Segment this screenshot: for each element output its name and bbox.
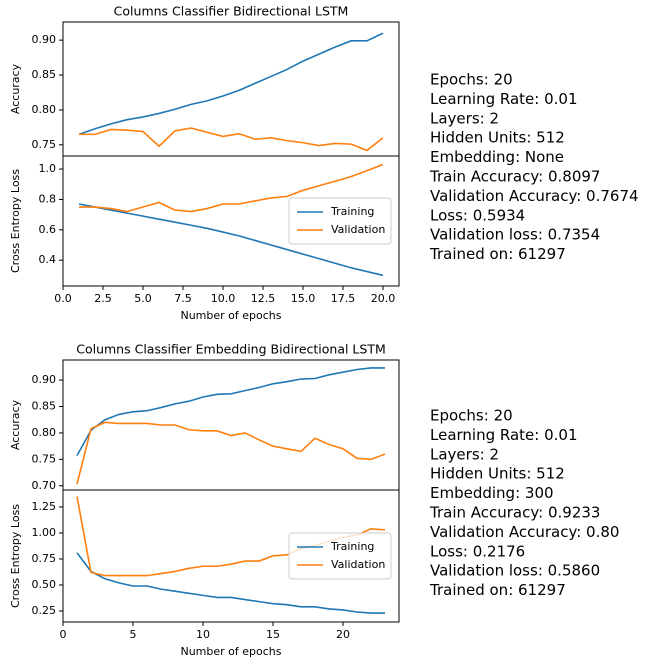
info-line: Epochs: 20: [430, 407, 513, 425]
y-tick-label: 0.75: [32, 452, 57, 465]
chart-title: Columns Classifier Bidirectional LSTM: [114, 4, 349, 19]
legend-label: Validation: [331, 558, 385, 571]
series-line: [76, 421, 386, 485]
y-axis-label: Cross Entropy Loss: [9, 504, 22, 608]
x-tick-label: 15: [266, 628, 280, 641]
x-tick-label: 7.5: [174, 292, 192, 305]
info-line: Validation loss: 0.5860: [430, 562, 600, 580]
axes-frame: [62, 359, 400, 491]
info-line: Embedding: None: [430, 148, 564, 166]
x-tick-label: 10.0: [211, 292, 236, 305]
y-tick-label: 0.85: [32, 400, 57, 413]
x-tick-label: 10: [196, 628, 210, 641]
x-tick-label: 20.0: [371, 292, 396, 305]
axes-frame: [62, 489, 400, 623]
info-line: Train Accuracy: 0.8097: [429, 168, 600, 186]
x-tick-label: 0: [60, 628, 67, 641]
y-tick-label: 0.6: [39, 223, 57, 236]
x-axis-label: Number of epochs: [180, 309, 281, 322]
y-axis-label: Accuracy: [9, 399, 22, 450]
y-tick-label: 0.8: [39, 192, 57, 205]
info-line: Trained on: 61297: [429, 245, 566, 263]
x-tick-label: 15.0: [291, 292, 316, 305]
info-line: Validation Accuracy: 0.80: [430, 523, 619, 541]
info-line: Train Accuracy: 0.9233: [429, 504, 600, 522]
info-line: Epochs: 20: [430, 71, 513, 89]
y-tick-label: 1.0: [39, 162, 57, 175]
info-line: Learning Rate: 0.01: [430, 90, 578, 108]
y-tick-label: 1.00: [32, 526, 57, 539]
legend-label: Validation: [331, 223, 385, 236]
y-axis-label: Accuracy: [9, 63, 22, 114]
y-tick-label: 0.25: [32, 604, 57, 617]
info-line: Layers: 2: [430, 109, 499, 127]
y-tick-label: 0.80: [32, 103, 57, 116]
y-tick-label: 0.90: [32, 373, 57, 386]
y-tick-label: 0.85: [32, 68, 57, 81]
y-tick-label: 0.70: [32, 479, 57, 492]
x-tick-label: 20: [336, 628, 350, 641]
x-tick-label: 2.5: [94, 292, 112, 305]
legend-box: [288, 197, 392, 245]
x-tick-label: 12.5: [251, 292, 276, 305]
info-line: Hidden Units: 512: [430, 465, 565, 483]
y-tick-label: 0.4: [39, 253, 57, 266]
x-axis-label: Number of epochs: [180, 645, 281, 658]
series-line: [79, 127, 384, 152]
y-tick-label: 0.90: [32, 33, 57, 46]
info-line: Validation loss: 0.7354: [430, 226, 600, 244]
y-tick-label: 0.80: [32, 426, 57, 439]
info-line: Trained on: 61297: [429, 581, 566, 599]
x-tick-label: 5: [130, 628, 137, 641]
info-line: Validation Accuracy: 0.7674: [430, 187, 639, 205]
info-line: Hidden Units: 512: [430, 129, 565, 147]
axes-frame: [62, 155, 400, 287]
y-axis-label: Cross Entropy Loss: [9, 169, 22, 273]
series-line: [76, 367, 385, 457]
info-line: Learning Rate: 0.01: [430, 426, 578, 444]
x-tick-label: 5.0: [134, 292, 152, 305]
series-line: [76, 552, 385, 614]
series-line: [79, 163, 384, 213]
legend-label: Training: [330, 540, 374, 553]
x-tick-label: 17.5: [331, 292, 356, 305]
info-line: Layers: 2: [430, 445, 499, 463]
series-line: [78, 203, 384, 277]
info-line: Embedding: 300: [430, 484, 554, 502]
y-tick-label: 0.75: [32, 552, 57, 565]
y-tick-label: 0.75: [32, 138, 57, 151]
y-tick-label: 1.25: [32, 500, 57, 513]
y-tick-label: 0.50: [32, 578, 57, 591]
info-line: Loss: 0.5934: [430, 206, 525, 224]
info-line: Loss: 0.2176: [430, 542, 525, 560]
legend-label: Training: [330, 205, 374, 218]
series-line: [78, 32, 384, 136]
chart-title: Columns Classifier Embedding Bidirection…: [76, 342, 386, 357]
legend-box: [288, 532, 392, 580]
x-tick-label: 0.0: [54, 292, 72, 305]
